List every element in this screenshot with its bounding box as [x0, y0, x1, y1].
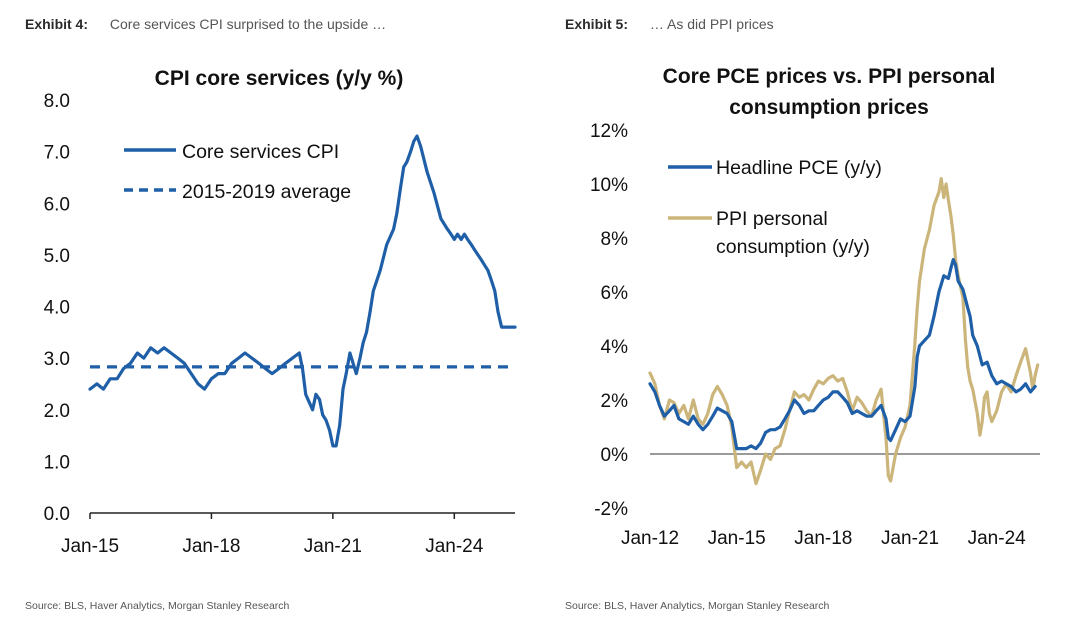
y-tick-label: 1.0 [44, 452, 70, 473]
y-tick-label: 8% [601, 229, 629, 250]
pce-vs-ppi-chart: Core PCE prices vs. PPI personal consumpt… [590, 65, 1040, 549]
source-note: Source: BLS, Haver Analytics, Morgan Sta… [25, 600, 290, 612]
exhibit-caption: … As did PPI prices [649, 16, 774, 32]
y-tick-label: 5.0 [44, 246, 70, 267]
y-tick-label: 4.0 [44, 298, 70, 319]
legend-label: 2015-2019 average [182, 181, 351, 203]
x-tick-label: Jan-12 [621, 528, 679, 549]
exhibit-header: Exhibit 4: Core services CPI surprised t… [25, 16, 386, 32]
exhibit-label: Exhibit 5: [565, 16, 629, 32]
exhibit-5-panel: Exhibit 5: … As did PPI prices Core PCE … [540, 0, 1080, 626]
y-tick-label: 12% [590, 121, 628, 142]
y-tick-label: 0% [601, 445, 629, 466]
exhibit-4-panel: Exhibit 4: Core services CPI surprised t… [25, 16, 517, 612]
series-line-1 [88, 134, 517, 448]
chart-title: Core PCE prices vs. PPI personal [663, 65, 996, 88]
x-tick-label: Jan-15 [708, 528, 766, 549]
series-line-2 [648, 177, 1040, 486]
legend-label: Headline PCE (y/y) [716, 157, 882, 179]
y-tick-label: 10% [590, 175, 628, 196]
chart-title: CPI core services (y/y %) [155, 67, 404, 90]
y-tick-label: 7.0 [44, 143, 70, 164]
legend-label: PPI personal consumption (y/y) [716, 208, 870, 258]
exhibit-label: Exhibit 4: [25, 16, 89, 32]
y-tick-label: 6.0 [44, 194, 70, 215]
x-tick-label: Jan-24 [968, 528, 1027, 549]
y-tick-label: 3.0 [44, 349, 70, 370]
x-tick-label: Jan-18 [182, 536, 240, 557]
cpi-core-services-chart: CPI core services (y/y %) 0.0 1.0 2.0 3.0 4.0… [44, 67, 517, 557]
x-tick-label: Jan-18 [794, 528, 852, 549]
x-tick-label: Jan-24 [425, 536, 484, 557]
exhibit-caption: Core services CPI surprised to the upsid… [109, 16, 387, 32]
exhibit-header: Exhibit 5: … As did PPI prices [565, 16, 774, 32]
legend-label: Core services CPI [182, 141, 339, 163]
y-tick-label: 2% [601, 391, 629, 412]
x-tick-label: Jan-21 [881, 528, 939, 549]
y-tick-label: 4% [601, 337, 629, 358]
x-tick-label: Jan-15 [61, 536, 119, 557]
y-tick-label: 8.0 [44, 91, 70, 112]
y-tick-label: 2.0 [44, 401, 70, 422]
y-tick-label: 0.0 [44, 504, 70, 525]
series-line-1 [648, 258, 1037, 451]
y-tick-label: -2% [594, 499, 628, 520]
x-tick-label: Jan-21 [304, 536, 362, 557]
y-tick-label: 6% [601, 283, 629, 304]
source-note: Source: BLS, Haver Analytics, Morgan Sta… [565, 600, 830, 612]
chart-title: consumption prices [729, 96, 929, 119]
